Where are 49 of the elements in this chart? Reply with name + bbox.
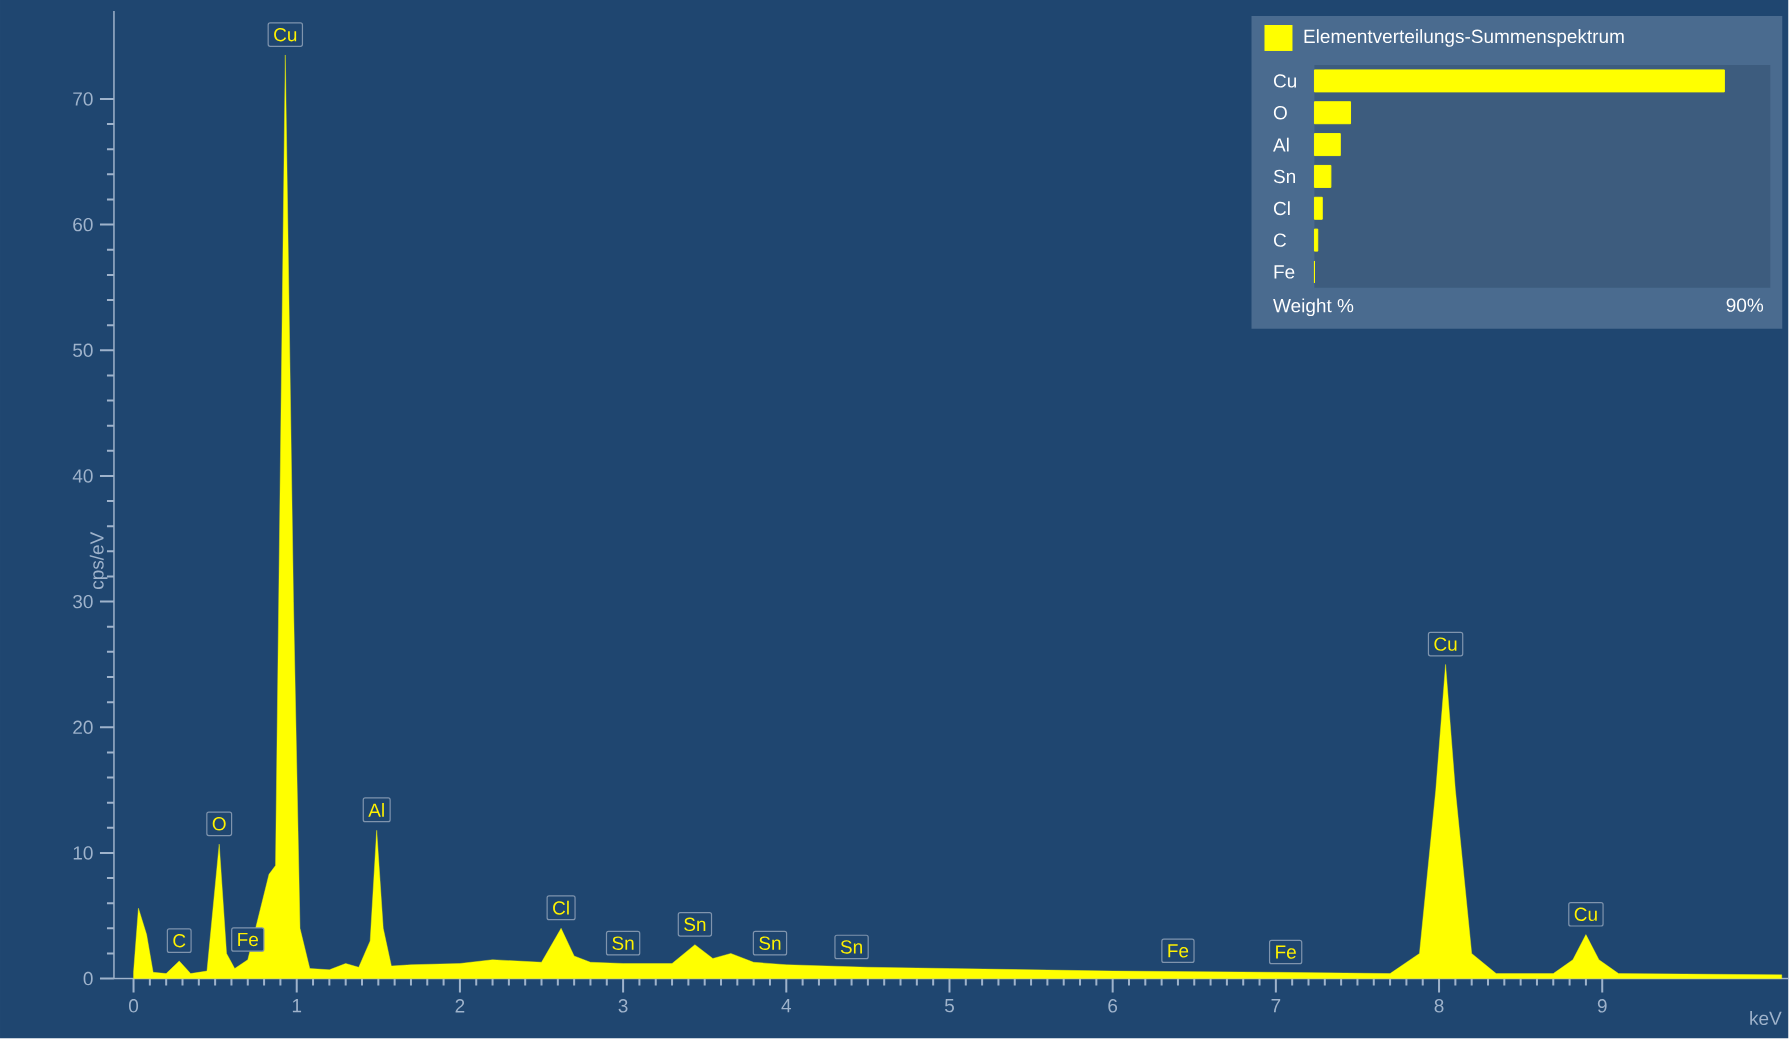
legend-label: Elementverteilungs-Summenspektrum bbox=[1304, 29, 1624, 48]
y-tick-label: 50 bbox=[73, 343, 93, 358]
annotation: Cu bbox=[1434, 637, 1457, 652]
annotation: 90% bbox=[1726, 298, 1764, 313]
bar bbox=[1313, 165, 1332, 189]
y-tick-label: Cl bbox=[1273, 201, 1290, 216]
x-tick-label: 7 bbox=[1271, 999, 1281, 1013]
annotation: Cu bbox=[1574, 907, 1597, 922]
y-tick-label: 20 bbox=[73, 720, 93, 735]
annotation: Cl bbox=[553, 901, 569, 915]
y-tick-label: 30 bbox=[73, 595, 93, 609]
annotation: Sn bbox=[612, 936, 634, 951]
annotation: C bbox=[173, 934, 186, 948]
annotation: Fe bbox=[1168, 944, 1189, 958]
x-tick-label: 3 bbox=[618, 999, 628, 1013]
y-tick-label: 70 bbox=[73, 92, 93, 106]
annotation: Fe bbox=[238, 933, 259, 947]
y-tick-label: 60 bbox=[73, 218, 93, 232]
y-tick-label: Fe bbox=[1274, 265, 1295, 279]
x-axis-title: Weight % bbox=[1273, 298, 1354, 317]
annotation: Sn bbox=[759, 936, 781, 951]
y-tick-label: 10 bbox=[73, 846, 93, 860]
y-tick-label: Sn bbox=[1273, 169, 1296, 184]
bar bbox=[1313, 69, 1725, 93]
x-tick-label: 6 bbox=[1108, 999, 1118, 1013]
y-tick-label: 40 bbox=[72, 469, 93, 483]
annotation: Cu bbox=[274, 28, 297, 42]
y-tick-label: 0 bbox=[83, 972, 93, 986]
y-axis-title: cps/eV bbox=[89, 532, 108, 590]
bar bbox=[1313, 133, 1341, 157]
bar bbox=[1313, 228, 1319, 252]
x-tick-label: 9 bbox=[1597, 999, 1607, 1013]
annotation: Al bbox=[368, 803, 384, 817]
y-tick-label: C bbox=[1273, 233, 1286, 248]
annotation: O bbox=[212, 817, 226, 831]
x-tick-label: 4 bbox=[781, 999, 792, 1013]
x-tick-label: 8 bbox=[1434, 999, 1444, 1013]
x-tick-label: 1 bbox=[292, 999, 302, 1013]
annotation: Sn bbox=[684, 917, 706, 932]
x-tick-label: 2 bbox=[455, 999, 465, 1013]
x-tick-label: 0 bbox=[129, 999, 139, 1013]
bar bbox=[1313, 196, 1323, 220]
y-tick-label: O bbox=[1273, 106, 1287, 120]
y-tick-label: Cu bbox=[1273, 74, 1297, 88]
x-tick-label: 5 bbox=[944, 999, 954, 1013]
bar bbox=[1313, 101, 1352, 125]
x-axis-title: keV bbox=[1750, 1011, 1782, 1026]
annotation: Sn bbox=[840, 940, 862, 954]
y-tick-label: Al bbox=[1273, 137, 1289, 152]
